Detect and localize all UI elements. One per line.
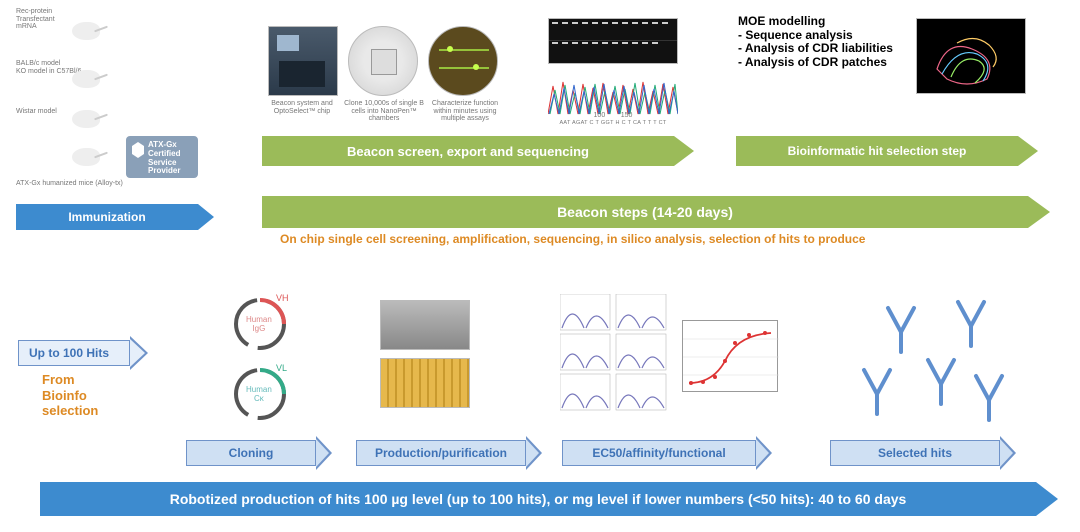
mouse3-label: Wistar model: [16, 108, 66, 116]
big-blue-bottom-arrow: Robotized production of hits 100 µg leve…: [40, 482, 1058, 516]
facs-plots: [560, 294, 670, 414]
certified-badge: ATX-Gx Certified Service Provider: [126, 136, 198, 178]
mouse-icon: [72, 148, 100, 166]
tubes-image: [380, 358, 470, 408]
mouse-row-4: ATX-Gx Certified Service Provider ATX-Gx…: [16, 140, 226, 190]
step-cloning-label: Cloning: [186, 440, 316, 466]
plasmid-vl: VL Human Cκ: [228, 362, 292, 426]
moe-bullet-2: - Analysis of CDR liabilities: [738, 42, 908, 56]
step-production: Production/purification: [356, 436, 542, 470]
beacon-caption-1: Beacon system and OptoSelect™ chip: [262, 100, 342, 115]
beacon-caption-2: Clone 10,000s of single B cells into Nan…: [344, 100, 424, 123]
mouse-row-2: BALB/c model KO model in C57Bl/6: [16, 52, 226, 96]
plasmid-vh-label: VH: [276, 294, 289, 304]
beacon-screen-label: Beacon screen, export and sequencing: [262, 136, 674, 166]
immunization-label: Immunization: [16, 204, 198, 230]
gel-bands: [552, 22, 674, 60]
sanger-image: 100 150 AAT AGAT C T GGT H C T CA T T T …: [548, 76, 678, 126]
plasmid-vh: VH Human IgG: [228, 292, 292, 356]
mouse-row-3: Wistar model: [16, 96, 226, 140]
plasmid-vl-label: VL: [276, 364, 287, 374]
immunization-arrow: Immunization: [16, 204, 214, 230]
histogram-array-icon: [560, 294, 670, 414]
moe-block: MOE modelling - Sequence analysis - Anal…: [738, 14, 908, 70]
chromatogram-icon: [548, 76, 678, 116]
mouse-icon: [72, 110, 100, 128]
sanger-seq: AAT AGAT C T GGT H C T CA T T T CT: [548, 120, 678, 126]
big-blue-bottom-label: Robotized production of hits 100 µg leve…: [40, 482, 1036, 516]
beacon-steps-arrow: Beacon steps (14-20 days): [262, 196, 1050, 228]
sanger-axis: 100 150: [568, 112, 658, 120]
robot-image: [380, 300, 470, 350]
moe-bullet-1: - Sequence analysis: [738, 28, 908, 42]
mouse-row-1: Rec-protein Transfectant mRNA: [16, 8, 226, 52]
nanopen-image: [428, 26, 498, 96]
step-production-label: Production/purification: [356, 440, 526, 466]
mouse-icon: [72, 22, 100, 40]
plasmid-ck-label: Human Cκ: [246, 386, 272, 404]
step-ec50-label: EC50/affinity/functional: [562, 440, 756, 466]
beacon-screen-arrow: Beacon screen, export and sequencing: [262, 136, 694, 166]
bioinfo-hit-arrow: Bioinformatic hit selection step: [736, 136, 1038, 166]
orange-subtitle: On chip single cell screening, amplifica…: [280, 232, 865, 246]
protein-structure-icon: [917, 19, 1027, 95]
hits-arrow: Up to 100 Hits: [18, 336, 148, 370]
mouse-icon: [72, 70, 100, 88]
dose-response-icon: [683, 321, 779, 393]
step-selected-label: Selected hits: [830, 440, 1000, 466]
step-selected: Selected hits: [830, 436, 1016, 470]
hits-subtitle: From Bioinfo selection: [42, 372, 98, 419]
hits-label: Up to 100 Hits: [18, 340, 130, 366]
certified-badge-text: ATX-Gx Certified Service Provider: [148, 141, 198, 176]
mouse4-label: ATX-Gx humanized mice (Alloy-tx): [16, 180, 206, 188]
optoselect-chip-image: [348, 26, 418, 96]
beacon-caption-3: Characterize function within minutes usi…: [426, 100, 504, 123]
step-cloning: Cloning: [186, 436, 332, 470]
moe-heading: MOE modelling: [738, 14, 908, 28]
beacon-instrument-image: [268, 26, 338, 96]
antibody-cluster: [856, 292, 1016, 424]
antibody-icons: [856, 292, 1016, 424]
moe-model-image: [916, 18, 1026, 94]
bioinfo-hit-label: Bioinformatic hit selection step: [736, 136, 1018, 166]
step-ec50: EC50/affinity/functional: [562, 436, 772, 470]
ec50-curve: [682, 320, 778, 392]
moe-bullet-3: - Analysis of CDR patches: [738, 56, 908, 70]
mouse1-label: Rec-protein Transfectant mRNA: [16, 8, 66, 31]
beacon-steps-label: Beacon steps (14-20 days): [262, 196, 1028, 228]
plasmid-igg-label: Human IgG: [246, 316, 272, 334]
sidebar: Rec-protein Transfectant mRNA BALB/c mod…: [16, 8, 226, 190]
